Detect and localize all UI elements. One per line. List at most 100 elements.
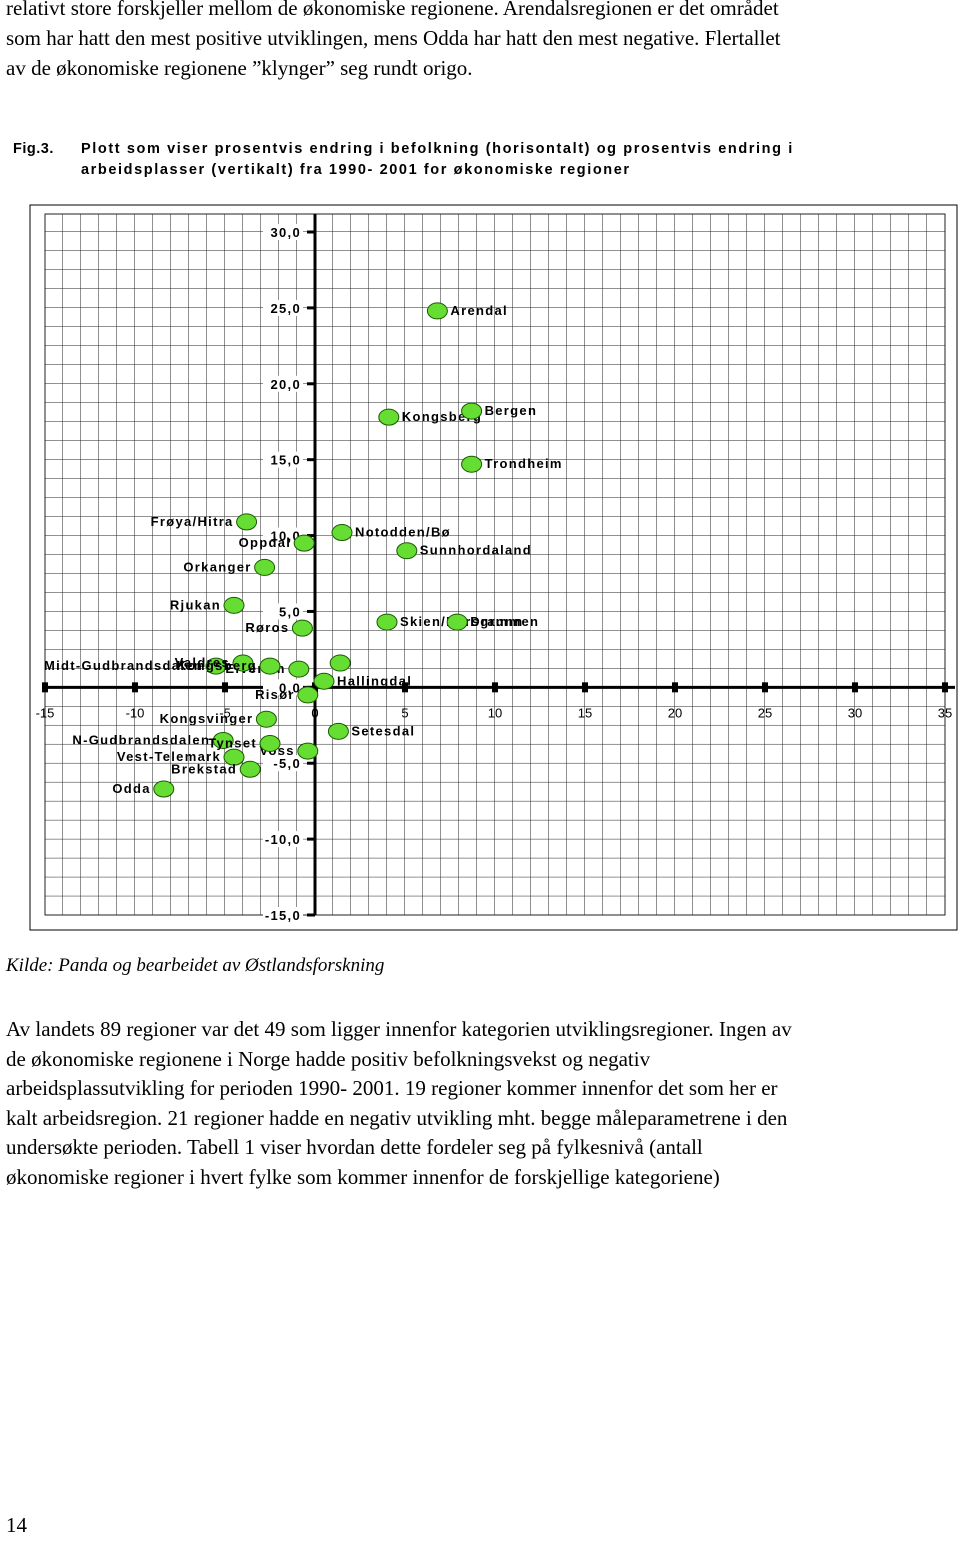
point (297, 742, 319, 760)
y-tick-label-bg (263, 375, 303, 392)
point (376, 613, 398, 631)
x-tick-label: 15 (578, 705, 592, 720)
point-label: Brekstad (171, 761, 237, 776)
x-tick-label: -10 (126, 705, 145, 720)
point (461, 455, 483, 473)
point-label: Frøya/Hitra (151, 514, 234, 529)
x-tick-label: -15 (36, 705, 55, 720)
x-tick-label: 5 (401, 705, 408, 720)
point (255, 710, 277, 728)
point-label: Risør (255, 687, 295, 702)
point-label: Orkanger (183, 559, 251, 574)
point (329, 654, 351, 672)
point (378, 408, 400, 426)
point-label: Hallingdal (337, 673, 412, 688)
x-tick (492, 682, 498, 693)
caption-line: arbeidsplasser (vertikalt) fra 1990- 200… (81, 162, 631, 178)
text-line: relativt store forskjeller mellom de øko… (6, 0, 779, 20)
point (331, 524, 353, 542)
x-tick (942, 682, 948, 693)
point-label: Tynset (208, 735, 257, 750)
point (239, 760, 261, 778)
point (236, 513, 258, 531)
point-label: Drammen (470, 614, 539, 629)
source: Kilde: Panda og bearbeidet av Østlandsfo… (6, 955, 385, 976)
point (254, 558, 276, 576)
y-tick-label: 25,0 (270, 301, 301, 316)
text-line: kalt arbeidsregion. 21 regioner hadde en… (6, 1105, 788, 1130)
text-line: de økonomiske regionene i Norge hadde po… (6, 1046, 651, 1071)
point (288, 660, 310, 678)
point (446, 613, 468, 631)
grid (44, 213, 946, 916)
x-tick (222, 682, 228, 693)
point (223, 596, 245, 614)
chart: 30,0 25,0 20,0 15,0 10,0 5,0 0,0 -5,0 -10,0 -15,0… (29, 204, 958, 931)
point-label: N-Gudbrandsdalen (72, 732, 210, 747)
y-tick-label: 30,0 (270, 225, 301, 240)
point-label: Rjukan (170, 597, 221, 612)
x-tick (582, 682, 588, 693)
y-tick-label-bg (263, 603, 303, 620)
x-tick-label: 25 (758, 705, 772, 720)
point-label: Kongsvinger (160, 711, 254, 726)
x-tick-label: 30 (848, 705, 862, 720)
point (291, 619, 313, 637)
y-tick-label: 10,0 (270, 529, 301, 544)
x-tick-label: 35 (938, 705, 952, 720)
x-tick-label: 10 (488, 705, 502, 720)
text-line: som har hatt den mest positive utvikling… (6, 26, 781, 50)
y-tick-label-bg (263, 679, 303, 696)
page-number: 14 (6, 1513, 27, 1537)
point-label: Trondheim (485, 456, 563, 471)
x-tick-label: -5 (219, 705, 231, 720)
y-tick-label: 5,0 (279, 604, 301, 619)
y-tick-label: 0,0 (279, 680, 301, 695)
x-tick-label: 0 (311, 705, 318, 720)
point-label: Kongsberg (402, 409, 482, 424)
point (396, 542, 418, 560)
x-tick (42, 682, 48, 693)
y-tick-label: 15,0 (270, 453, 301, 468)
y-tick-label: -15,0 (265, 908, 301, 923)
text-line: økonomiske regioner i hvert fylke som ko… (6, 1164, 720, 1189)
point (153, 780, 175, 798)
point-label: Arendal (450, 303, 508, 318)
point-label: Midt-Gudbrandsdalen (44, 658, 203, 673)
y-tick-label-bg (263, 299, 303, 316)
figure-label: Fig.3. (13, 141, 54, 157)
point (426, 302, 448, 320)
point (313, 672, 335, 690)
y-tick-label: -10,0 (265, 832, 301, 847)
point-label: Bergen (485, 403, 538, 418)
y-tick-label-bg (263, 451, 303, 468)
text-line: undersøkte perioden. Tabell 1 viser hvor… (6, 1135, 703, 1159)
point (205, 657, 227, 675)
y-tick-label: 20,0 (270, 377, 301, 392)
point-label: Sunnhordaland (420, 543, 532, 558)
y-tick-label-bg (263, 907, 303, 923)
point (461, 402, 483, 420)
x-tick (312, 682, 318, 693)
x-tick-label: 20 (668, 705, 682, 720)
point (223, 748, 245, 766)
point-label: Oppdal (239, 535, 292, 550)
y-tick-label: -5,0 (273, 756, 301, 771)
point (297, 686, 319, 704)
y-tick-label-bg (263, 755, 303, 772)
x-tick (672, 682, 678, 693)
point-label: Odda (112, 781, 150, 796)
point (212, 731, 234, 749)
point (327, 722, 349, 740)
x-tick (132, 682, 138, 693)
point-label: Notodden/Bø (355, 525, 451, 540)
point-label: Valdres (175, 655, 230, 670)
point-label: Kongsberg (177, 658, 257, 673)
text-line: Av landets 89 regioner var det 49 som li… (6, 1017, 792, 1041)
y-tick-label-bg (263, 527, 303, 544)
point (259, 657, 281, 675)
x-tick (762, 682, 768, 693)
point (232, 654, 254, 672)
point-label: Røros (245, 620, 289, 635)
